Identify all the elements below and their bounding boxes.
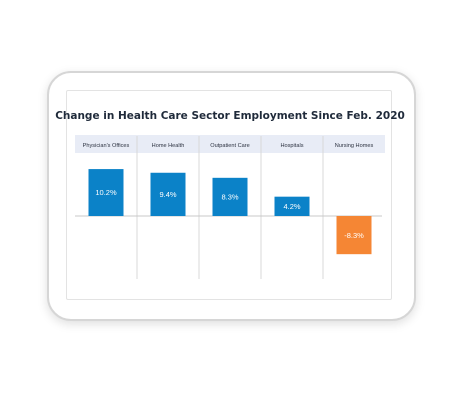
- bar: [212, 177, 248, 216]
- column-dividers: [136, 136, 324, 279]
- bar-value-label: 9.4%: [159, 190, 176, 199]
- bar-value-label: 8.3%: [221, 193, 238, 202]
- bar: [150, 172, 186, 216]
- category-label: Hospitals: [280, 143, 303, 149]
- bar-value-labels: 10.2% 9.4% 8.3% 4.2% -8.3%: [95, 188, 364, 240]
- bar-value-label: -8.3%: [344, 231, 364, 240]
- bar: [336, 216, 372, 255]
- chart-title: Change in Health Care Sector Employment …: [55, 110, 405, 122]
- category-label: Outpatient Care: [210, 143, 250, 149]
- bar: [274, 196, 310, 216]
- category-label: Physician's Offices: [83, 143, 130, 149]
- category-header-band: [75, 135, 385, 153]
- bar-value-label: 10.2%: [95, 188, 117, 197]
- category-labels: Physician's Offices Home Health Outpatient…: [83, 143, 374, 149]
- category-label: Nursing Homes: [335, 143, 374, 149]
- bar-value-label: 4.2%: [283, 202, 300, 211]
- bar: [88, 169, 124, 216]
- category-label: Home Health: [152, 143, 185, 149]
- bars: [88, 169, 372, 255]
